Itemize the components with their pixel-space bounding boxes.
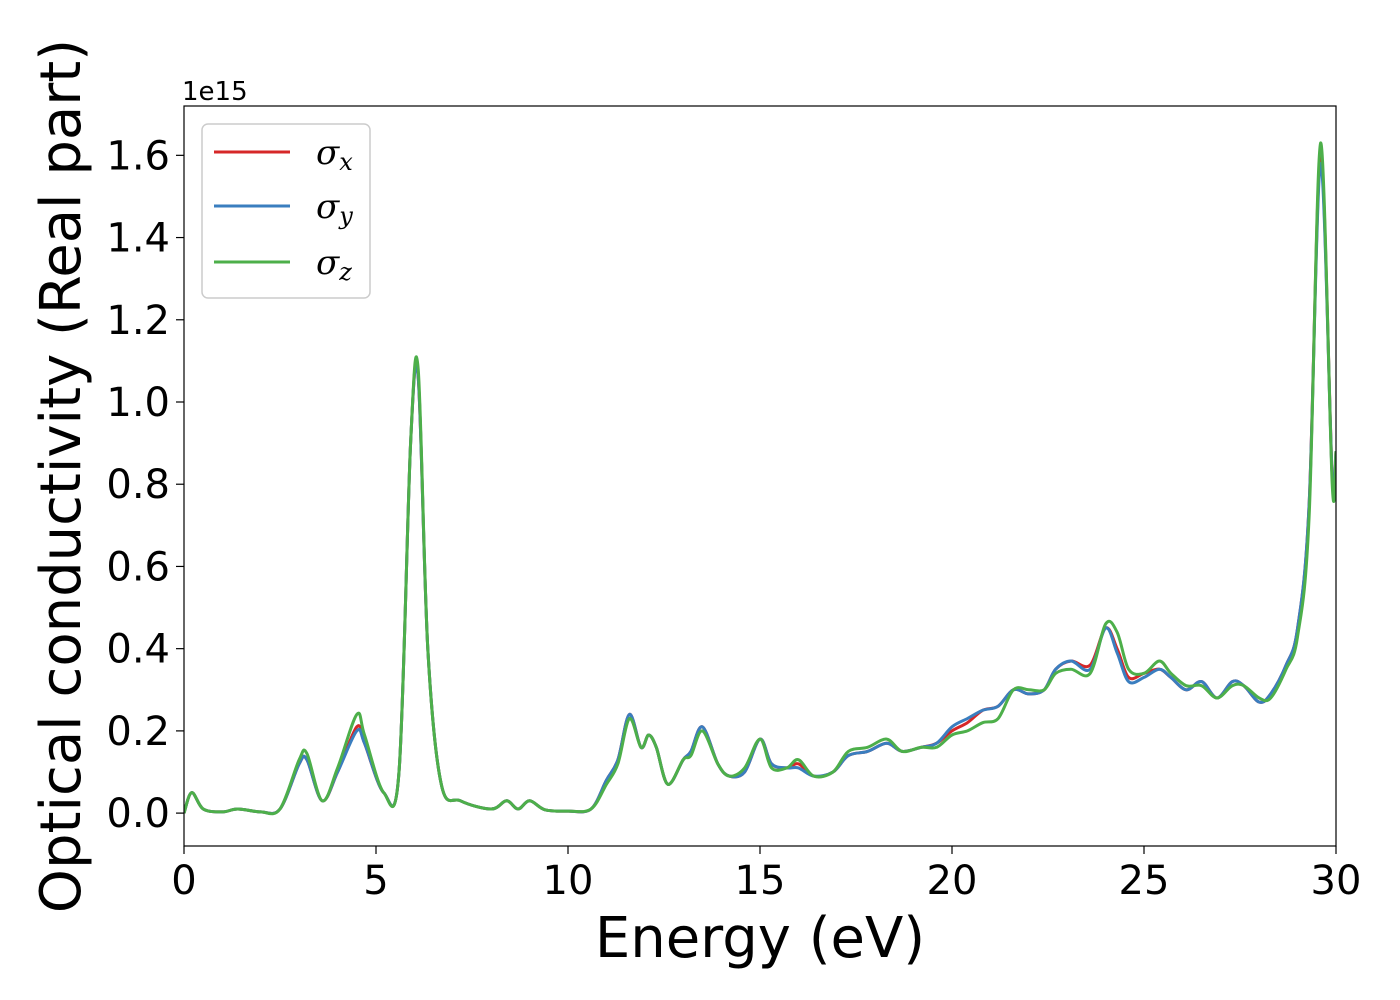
y-tick-label: 1.4	[106, 216, 170, 262]
legend: σx σy σz	[201, 123, 371, 299]
x-tick-label: 25	[1119, 858, 1170, 904]
x-tick-label: 30	[1311, 858, 1362, 904]
y-tick-label: 1.0	[106, 380, 170, 426]
x-axis-ticks: 0 5 10 15 20 25 30	[171, 846, 1361, 904]
x-tick-label: 10	[543, 858, 594, 904]
x-tick-label: 0	[171, 858, 196, 904]
y-tick-label: 0.0	[106, 791, 170, 837]
y-tick-label: 0.4	[106, 627, 170, 673]
legend-label-sigma-x: σx	[316, 133, 353, 176]
x-axis-label: Energy (eV)	[595, 906, 925, 971]
y-tick-label: 0.6	[106, 544, 170, 590]
legend-box	[201, 123, 371, 299]
x-tick-label: 20	[927, 858, 978, 904]
y-tick-label: 1.2	[106, 298, 170, 344]
y-axis-ticks: 0.0 0.2 0.4 0.6 0.8 1.0 1.2 1.4 1.6	[106, 133, 184, 837]
series-layer	[184, 141, 1336, 816]
x-tick-label: 5	[363, 858, 388, 904]
y-tick-label: 1.6	[106, 133, 170, 179]
legend-label-sigma-y: σy	[316, 187, 353, 230]
series-line-sigma-z	[184, 141, 1336, 816]
y-tick-label: 0.2	[106, 709, 170, 755]
legend-label-sigma-z: σz	[316, 243, 352, 286]
x-tick-label: 15	[735, 858, 786, 904]
y-axis-label: Optical conductivity (Real part)	[29, 39, 94, 913]
y-tick-label: 0.8	[106, 462, 170, 508]
y-offset-label: 1e15	[182, 77, 248, 107]
